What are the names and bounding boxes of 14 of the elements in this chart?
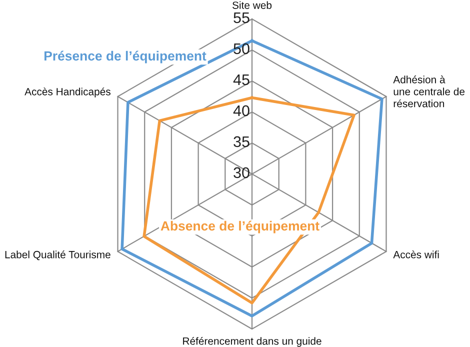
y-tick-label: 50 [234, 43, 250, 54]
series-label: Présence de l’équipement [44, 50, 206, 64]
y-tick-label: 55 [234, 12, 250, 24]
spoke-label: Site web [232, 1, 272, 9]
spoke-label: Adhésion à une centrale de réservation [393, 76, 465, 108]
y-tick-label: 30 [234, 167, 250, 178]
y-tick-label: 45 [233, 74, 250, 86]
y-tick-label: 40 [233, 105, 250, 116]
spoke-label: Référencement dans un guide [183, 337, 322, 347]
spoke-label: Accès wifi [393, 250, 439, 258]
spoke-label: Label Qualité Tourisme [5, 250, 110, 260]
series-label: Absence de l’équipement [160, 220, 320, 234]
y-tick-label: 35 [234, 136, 250, 148]
spoke-label: Accès Handicapés [24, 88, 110, 98]
